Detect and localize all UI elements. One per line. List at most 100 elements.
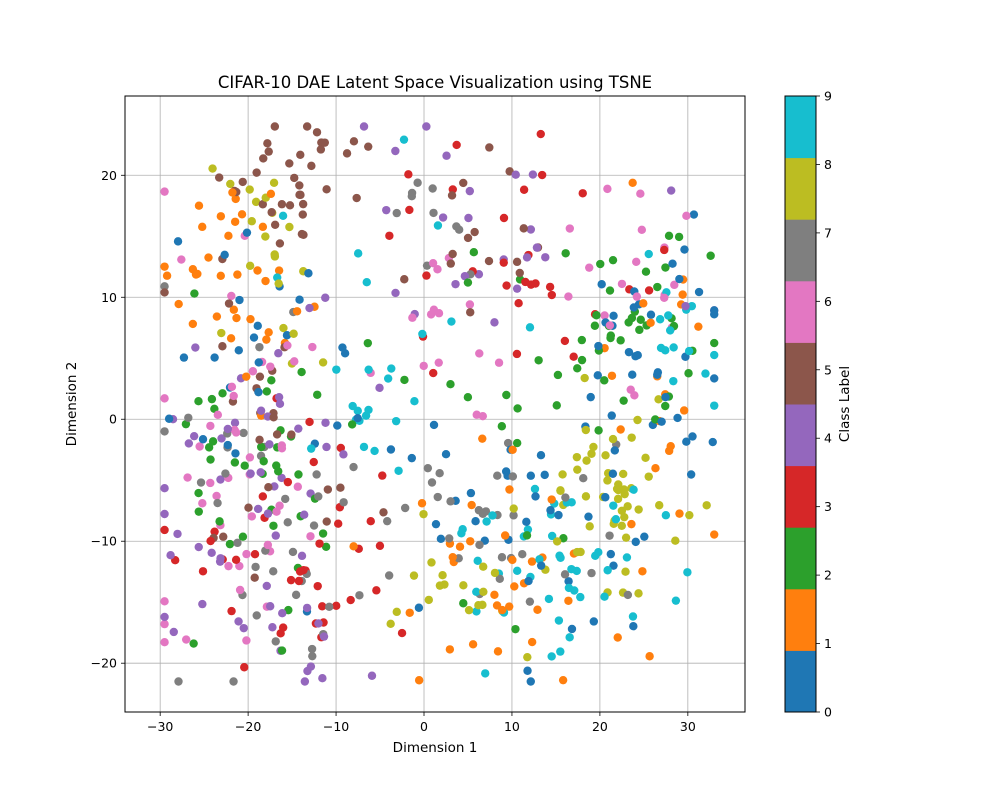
scatter-point-class-7 [423,463,433,473]
scatter-point-class-1 [242,372,251,381]
scatter-point-class-9 [472,587,481,596]
scatter-point-class-0 [234,346,243,355]
scatter-point-class-3 [160,525,169,535]
scatter-point-class-9 [710,401,719,410]
scatter-point-class-7 [252,611,261,620]
y-tick-label: −10 [91,534,117,549]
scatter-point-class-0 [179,353,189,362]
scatter-point-class-3 [315,539,324,548]
scatter-point-class-2 [497,422,507,431]
scatter-point-class-1 [694,322,703,331]
scatter-point-class-1 [258,222,268,232]
scatter-point-class-7 [314,492,323,501]
scatter-point-class-8 [685,510,694,520]
scatter-point-class-2 [513,404,522,413]
colorbar-segment-2 [785,527,816,590]
scatter-point-class-1 [627,519,636,529]
scatter-point-class-1 [478,434,487,443]
scatter-point-class-6 [632,257,641,266]
scatter-point-class-0 [210,353,219,362]
scatter-point-class-1 [467,500,476,510]
scatter-point-class-4 [216,554,225,563]
scatter-point-class-8 [644,472,653,481]
scatter-point-class-3 [378,471,387,480]
scatter-point-class-6 [306,532,315,541]
scatter-point-class-6 [235,585,245,595]
scatter-point-class-8 [226,179,235,189]
scatter-point-class-4 [253,504,263,514]
scatter-point-class-8 [621,567,630,576]
scatter-point-class-0 [640,532,649,541]
scatter-point-class-2 [511,624,520,634]
scatter-point-class-1 [455,542,465,551]
scatter-point-class-9 [391,416,401,426]
chart-title: CIFAR-10 DAE Latent Space Visualization … [218,73,652,92]
scatter-point-class-9 [364,365,373,374]
scatter-point-class-7 [184,413,193,422]
scatter-point-class-6 [637,225,647,235]
scatter-point-class-4 [303,666,312,676]
scatter-point-class-5 [214,173,224,182]
scatter-point-class-3 [545,282,555,292]
scatter-point-class-0 [242,228,252,237]
scatter-point-class-6 [682,211,691,221]
x-tick-label: −10 [323,719,349,734]
scatter-point-class-5 [447,191,457,200]
scatter-point-class-2 [313,390,322,399]
scatter-point-class-6 [229,391,238,401]
scatter-point-class-7 [623,590,633,600]
scatter-point-class-9 [482,517,491,526]
scatter-point-class-3 [502,281,511,290]
scatter-point-class-0 [254,387,263,397]
scatter-point-class-1 [651,463,660,473]
scatter-point-class-0 [526,471,536,480]
scatter-point-class-6 [195,442,204,451]
colorbar-segment-6 [785,280,816,343]
scatter-point-class-0 [708,437,717,447]
scatter-point-class-8 [251,197,261,207]
scatter-point-class-1 [261,276,270,286]
scatter-point-class-8 [409,571,419,580]
scatter-point-class-1 [498,605,507,615]
scatter-point-class-2 [590,321,600,330]
scatter-point-class-0 [164,414,174,423]
scatter-point-class-8 [392,607,401,617]
scatter-point-class-0 [686,470,696,479]
scatter-point-class-4 [391,288,400,298]
scatter-point-class-6 [617,279,627,289]
scatter-point-class-8 [435,581,445,590]
scatter-point-class-6 [160,637,169,647]
scatter-point-class-4 [294,424,303,433]
scatter-point-class-4 [465,186,475,196]
x-tick-label: 0 [420,719,428,734]
scatter-point-class-5 [320,138,329,147]
scatter-point-class-7 [497,553,507,562]
scatter-point-class-4 [318,673,327,683]
scatter-point-class-7 [271,637,280,646]
scatter-point-class-8 [613,494,623,504]
scatter-point-class-3 [278,623,288,632]
scatter-point-class-8 [261,232,270,241]
scatter-point-class-7 [384,571,394,580]
scatter-point-class-4 [166,550,175,560]
scatter-point-class-8 [589,442,598,452]
scatter-point-class-6 [160,619,169,629]
scatter-point-class-5 [255,435,264,444]
scatter-point-class-3 [405,205,414,215]
scatter-point-class-5 [297,229,307,239]
scatter-point-class-7 [605,531,614,540]
scatter-point-class-3 [569,352,578,361]
scatter-point-class-2 [262,387,272,396]
scatter-point-class-2 [294,470,303,479]
scatter-point-class-4 [256,406,266,415]
scatter-point-class-9 [600,592,609,601]
scatter-point-class-9 [567,564,576,574]
scatter-point-class-0 [601,493,610,502]
scatter-point-class-9 [387,364,396,373]
scatter-point-class-2 [522,531,532,540]
scatter-point-class-0 [694,287,704,297]
scatter-point-class-7 [269,567,278,576]
scatter-point-class-9 [567,498,576,507]
scatter-point-class-9 [278,211,288,221]
scatter-point-class-1 [646,318,655,327]
